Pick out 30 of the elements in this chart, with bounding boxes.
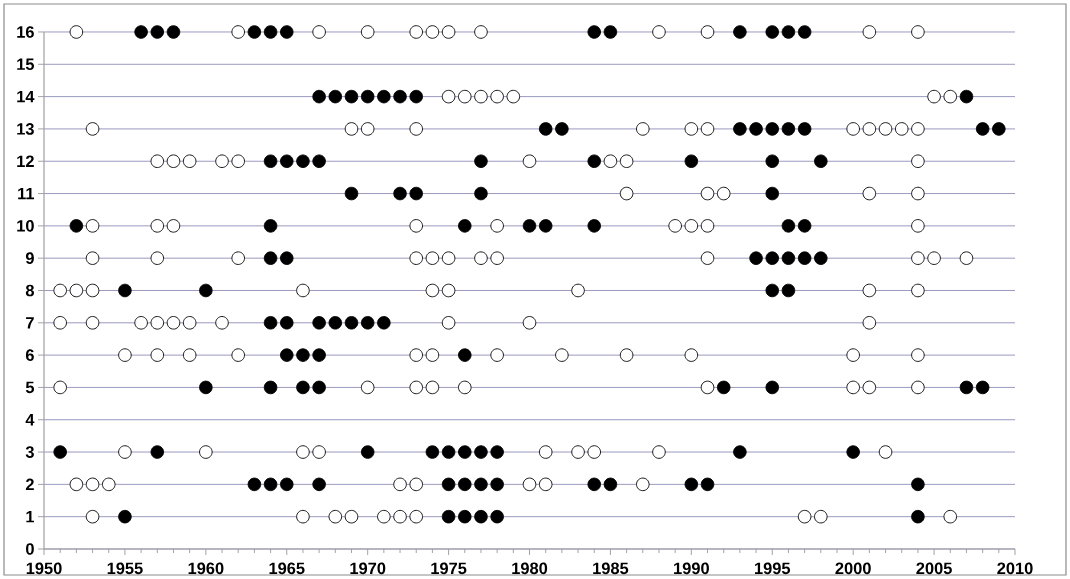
x-tick-label: 1980 <box>512 562 548 575</box>
y-tick-label: 12 <box>17 155 34 167</box>
y-tick-label: 9 <box>25 252 34 264</box>
x-tick-label: 1990 <box>674 562 709 575</box>
y-tick-label: 2 <box>25 478 34 491</box>
y-tick-label: 1 <box>26 511 35 523</box>
y-tick-label: 13 <box>17 123 34 135</box>
x-tick-label: 1965 <box>269 562 305 575</box>
x-tick-label: 1985 <box>593 562 629 575</box>
x-tick-label: 1995 <box>755 562 791 575</box>
y-tick-label: 0 <box>26 543 34 555</box>
x-tick-label: 2010 <box>997 562 1033 575</box>
x-tick-label: 1950 <box>26 562 62 575</box>
y-tick-label: 3 <box>25 446 34 458</box>
x-tick-label: 2005 <box>916 562 952 575</box>
y-tick-label: 7 <box>26 317 34 329</box>
y-tick-label: 5 <box>25 381 35 394</box>
y-tick-label: 16 <box>17 26 34 38</box>
y-tick-label: 4 <box>25 414 35 426</box>
y-tick-label: 8 <box>25 284 34 297</box>
x-tick-label: 1970 <box>350 562 386 575</box>
y-tick-label: 15 <box>17 58 35 71</box>
x-tick-label: 1960 <box>188 562 224 575</box>
y-tick-label: 10 <box>17 220 34 232</box>
y-tick-label: 11 <box>18 187 35 200</box>
x-tick-label: 2000 <box>835 562 871 575</box>
x-tick-label: 1975 <box>431 562 467 575</box>
y-tick-label: 6 <box>25 349 34 361</box>
y-tick-label: 14 <box>17 90 35 103</box>
x-tick-label: 1955 <box>107 562 143 575</box>
